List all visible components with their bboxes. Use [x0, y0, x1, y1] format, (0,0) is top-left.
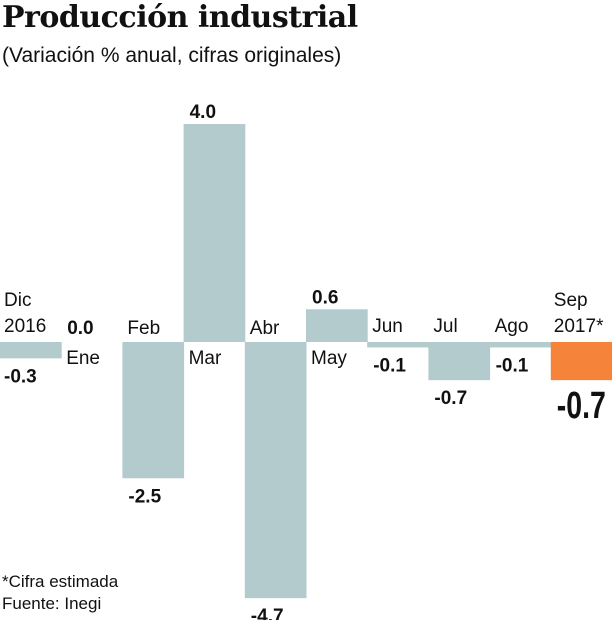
value-label: 4.0	[190, 102, 216, 123]
value-label: 0.0	[67, 318, 93, 339]
value-label: -0.1	[373, 355, 406, 376]
category-label: 2016	[4, 316, 46, 337]
value-label: -0.3	[4, 366, 37, 387]
bar	[367, 342, 429, 348]
bar	[244, 342, 307, 599]
bar	[122, 342, 185, 479]
value-label: -0.7	[557, 385, 606, 427]
bar	[489, 342, 552, 348]
value-label: -4.7	[251, 606, 284, 620]
category-label: Ene	[66, 348, 100, 369]
value-label: 0.6	[312, 287, 338, 308]
bar	[306, 309, 368, 342]
bar	[0, 342, 62, 359]
chart-subtitle: (Variación % anual, cifras originales)	[2, 44, 342, 67]
bar	[183, 124, 246, 342]
value-label: -0.7	[434, 388, 467, 409]
category-label: May	[311, 348, 347, 369]
bar	[428, 342, 491, 381]
category-label: Sep	[554, 290, 588, 311]
category-label: 2017*	[554, 316, 604, 337]
category-label: Mar	[189, 348, 222, 369]
category-label: Abr	[250, 318, 280, 339]
source: Fuente: Inegi	[2, 594, 102, 613]
category-label: Dic	[4, 290, 31, 311]
category-label: Jul	[433, 316, 457, 337]
footnote: *Cifra estimada	[2, 572, 119, 591]
bar	[550, 342, 612, 381]
chart-title: Producción industrial	[2, 0, 358, 35]
category-label: Feb	[127, 318, 160, 339]
category-label: Jun	[372, 316, 403, 337]
value-label: -2.5	[128, 486, 161, 507]
value-label: -0.1	[496, 355, 529, 376]
category-label: Ago	[495, 316, 529, 337]
